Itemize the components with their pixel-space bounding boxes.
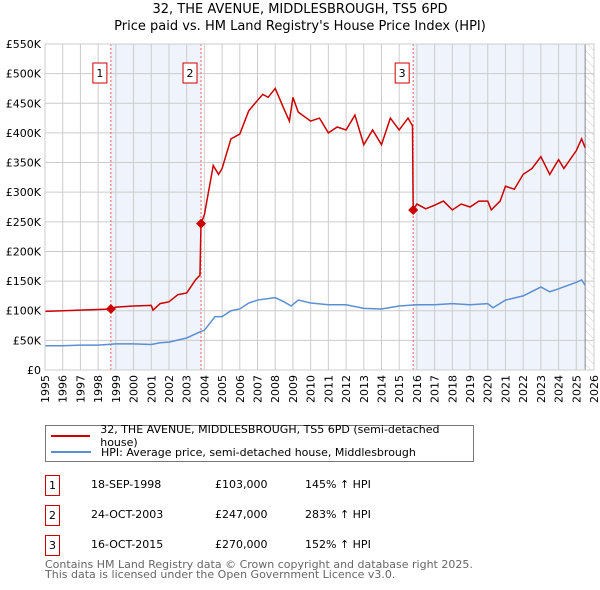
- footer-line: This data is licensed under the Open Gov…: [45, 568, 396, 581]
- hpi-line: [45, 278, 586, 347]
- x-tick-label: 2015: [393, 375, 406, 403]
- legend-swatch: [51, 451, 91, 453]
- sale-point: [196, 218, 207, 229]
- footer: Contains HM Land Registry data © Crown c…: [45, 558, 473, 581]
- x-tick-label: 2001: [145, 375, 158, 403]
- y-tick-label: £50K: [13, 334, 42, 347]
- y-tick-label: £0: [27, 364, 41, 377]
- marker-label-box: [92, 62, 108, 84]
- x-tick-label: 2026: [588, 375, 600, 403]
- shaded-range: [413, 44, 586, 370]
- x-tick-label: 2006: [234, 375, 247, 403]
- x-tick-label: 2023: [535, 375, 548, 403]
- transaction-hpi: 283% ↑ HPI: [305, 508, 371, 521]
- y-tick-label: £300K: [6, 186, 42, 199]
- legend-label: 32, THE AVENUE, MIDDLESBROUGH, TS5 6PD (…: [100, 423, 440, 449]
- transaction-marker: 3: [45, 535, 60, 556]
- y-tick-label: £500K: [6, 68, 42, 81]
- legend-item-property: 32, THE AVENUE, MIDDLESBROUGH, TS5 6PD (…: [46, 423, 473, 449]
- property-price-line: [44, 87, 586, 313]
- footer-line: Contains HM Land Registry data © Crown c…: [45, 558, 473, 571]
- x-tick-label: 2008: [269, 375, 282, 403]
- sale-point: [408, 204, 419, 215]
- marker-label: 1: [96, 67, 103, 80]
- x-tick-label: 2017: [429, 375, 442, 403]
- y-tick-label: £150K: [6, 275, 42, 288]
- forecast-hatch: [585, 44, 594, 370]
- x-tick-label: 2011: [322, 375, 335, 403]
- x-tick-label: 2007: [252, 375, 265, 403]
- transaction-hpi: 152% ↑ HPI: [305, 538, 371, 551]
- x-tick-label: 2020: [482, 375, 495, 403]
- x-tick-label: 1995: [39, 375, 52, 403]
- x-tick-label: 2004: [198, 375, 211, 403]
- legend: 32, THE AVENUE, MIDDLESBROUGH, TS5 6PD (…: [45, 423, 474, 462]
- chart-title: 32, THE AVENUE, MIDDLESBROUGH, TS5 6PD: [152, 2, 448, 17]
- x-tick-label: 2013: [358, 375, 371, 403]
- transaction-marker: 2: [45, 505, 60, 526]
- x-tick-label: 1996: [57, 375, 70, 403]
- transaction-row: 2 24-OCT-2003 £247,000 283% ↑ HPI: [45, 505, 465, 526]
- x-tick-label: 2019: [464, 375, 477, 403]
- chart-subtitle: Price paid vs. HM Land Registry's House …: [114, 19, 486, 34]
- x-tick-label: 2003: [181, 375, 194, 403]
- marker-label-box: [394, 62, 410, 84]
- y-tick-label: £450K: [6, 97, 42, 110]
- transaction-date: 18-SEP-1998: [91, 478, 162, 491]
- x-tick-label: 2016: [411, 375, 424, 403]
- x-tick-label: 2018: [446, 375, 459, 403]
- sale-point: [105, 303, 116, 314]
- x-tick-label: 2010: [305, 375, 318, 403]
- y-tick-label: £100K: [6, 305, 42, 318]
- transaction-date: 24-OCT-2003: [91, 508, 164, 521]
- x-tick-label: 2012: [340, 375, 353, 403]
- transaction-hpi: 145% ↑ HPI: [305, 478, 371, 491]
- x-tick-label: 2014: [375, 375, 388, 403]
- y-tick-label: £550K: [6, 38, 42, 51]
- transaction-row: 3 16-OCT-2015 £270,000 152% ↑ HPI: [45, 535, 465, 556]
- transaction-marker: 1: [45, 475, 60, 496]
- legend-label: HPI: Average price, semi-detached house,…: [101, 445, 416, 459]
- transaction-price: £247,000: [215, 508, 268, 521]
- x-tick-label: 2021: [499, 375, 512, 403]
- marker-label-box: [182, 62, 198, 84]
- y-tick-label: £350K: [6, 157, 42, 170]
- price-chart: 1995 1996 1997 1998 1999 2000 2001 2002 2003 2004…: [6, 38, 600, 403]
- transaction-row: 1 18-SEP-1998 £103,000 145% ↑ HPI: [45, 475, 465, 496]
- x-tick-label: 2025: [570, 375, 583, 403]
- y-tick-label: £400K: [6, 127, 42, 140]
- transaction-date: 16-OCT-2015: [91, 538, 164, 551]
- x-tick-label: 2022: [517, 375, 530, 403]
- x-tick-label: 2005: [216, 375, 229, 403]
- shaded-range: [110, 44, 202, 370]
- legend-item-hpi: HPI: Average price, semi-detached house,…: [46, 444, 416, 460]
- legend-swatch: [51, 435, 91, 437]
- marker-label: 3: [399, 67, 406, 80]
- y-tick-label: £250K: [6, 216, 42, 229]
- x-tick-label: 1998: [92, 375, 105, 403]
- plot-border: [44, 43, 595, 371]
- x-tick-label: 2009: [287, 375, 300, 403]
- x-tick-label: 1999: [110, 375, 123, 403]
- x-tick-label: 1997: [74, 375, 87, 403]
- x-tick-label: 2000: [128, 375, 141, 403]
- transaction-price: £103,000: [215, 478, 268, 491]
- x-tick-label: 2024: [553, 375, 566, 403]
- marker-label: 2: [187, 67, 194, 80]
- x-tick-label: 2002: [163, 375, 176, 403]
- transaction-price: £270,000: [215, 538, 268, 551]
- y-tick-label: £200K: [6, 245, 42, 258]
